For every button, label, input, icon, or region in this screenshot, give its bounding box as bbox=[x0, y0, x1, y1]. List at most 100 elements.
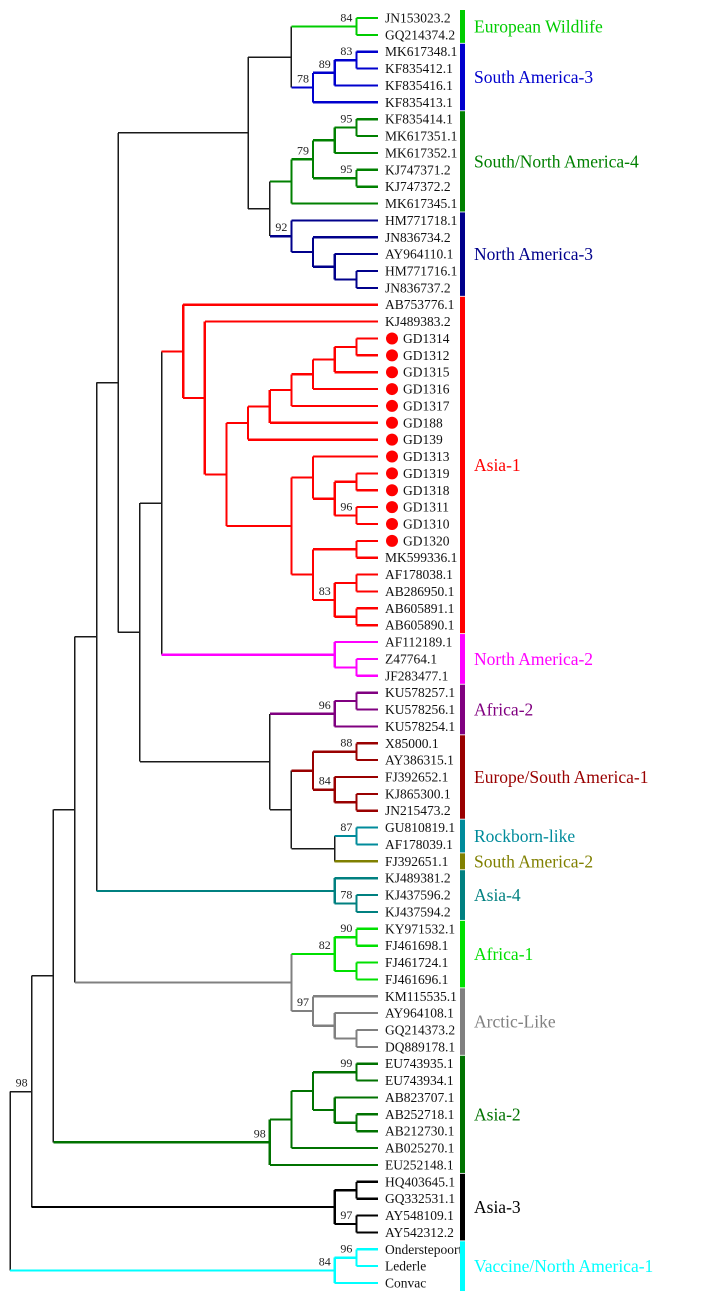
taxon-label: JN215473.2 bbox=[385, 803, 451, 818]
taxon-label: AB753776.1 bbox=[385, 297, 454, 312]
clade-label: Arctic-Like bbox=[474, 1012, 556, 1032]
bootstrap-value: 84 bbox=[319, 774, 331, 788]
taxon-label: GD188 bbox=[403, 415, 443, 430]
taxon-label: FJ461724.1 bbox=[385, 955, 448, 970]
taxon-label: KJ437594.2 bbox=[385, 904, 451, 919]
clade-label: South America-2 bbox=[474, 851, 593, 871]
clade-bar bbox=[460, 819, 465, 853]
bootstrap-value: 84 bbox=[319, 1254, 331, 1268]
taxon-label: FJ461696.1 bbox=[385, 972, 448, 987]
taxon-label: GD1316 bbox=[403, 382, 450, 397]
taxon-label: KF835412.1 bbox=[385, 61, 453, 76]
taxon-label: GQ332531.1 bbox=[385, 1191, 455, 1206]
taxon-label: KJ865300.1 bbox=[385, 786, 451, 801]
clade-bar bbox=[460, 43, 465, 111]
taxon-label: AF178038.1 bbox=[385, 567, 453, 582]
bootstrap-value: 82 bbox=[319, 938, 331, 952]
clade-label: South/North America-4 bbox=[474, 151, 639, 171]
clade-label: Asia-4 bbox=[474, 885, 521, 905]
taxon-label: KU578256.1 bbox=[385, 702, 455, 717]
bootstrap-value: 89 bbox=[319, 57, 331, 71]
clade-label: Asia-3 bbox=[474, 1197, 521, 1217]
clade-bar bbox=[460, 735, 465, 819]
taxon-label: GD1314 bbox=[403, 331, 450, 346]
taxon-label: GD1317 bbox=[403, 398, 450, 413]
strain-marker-dot bbox=[386, 484, 398, 497]
taxon-label: KU578257.1 bbox=[385, 685, 455, 700]
taxon-label: JN836734.2 bbox=[385, 230, 451, 245]
strain-marker-dot bbox=[386, 383, 398, 396]
clade-bar bbox=[460, 296, 465, 634]
clade-bar bbox=[460, 634, 465, 684]
bootstrap-value: 92 bbox=[275, 220, 287, 234]
taxon-label: GQ214373.2 bbox=[385, 1023, 455, 1038]
bootstrap-value: 97 bbox=[340, 1208, 352, 1222]
taxon-label: AB212730.1 bbox=[385, 1124, 454, 1139]
bootstrap-value: 98 bbox=[16, 1076, 28, 1090]
taxon-label: KF835413.1 bbox=[385, 95, 453, 110]
strain-marker-dot bbox=[386, 332, 398, 345]
strain-marker-dot bbox=[386, 534, 398, 547]
taxon-label: GD1310 bbox=[403, 517, 450, 532]
taxon-label: GD1319 bbox=[403, 466, 450, 481]
taxon-label: AY548109.1 bbox=[385, 1208, 454, 1223]
clade-bar bbox=[460, 111, 465, 212]
taxon-label: EU743935.1 bbox=[385, 1056, 454, 1071]
taxon-label: AB252718.1 bbox=[385, 1107, 454, 1122]
taxon-label: AB605891.1 bbox=[385, 601, 454, 616]
taxon-label: GD1313 bbox=[403, 449, 450, 464]
clade-label: Africa-1 bbox=[474, 944, 533, 964]
clade-label: Africa-2 bbox=[474, 700, 533, 720]
clade-label: European Wildlife bbox=[474, 16, 603, 36]
clade-bar bbox=[460, 212, 465, 296]
strain-marker-dot bbox=[386, 349, 398, 362]
clade-bar bbox=[460, 684, 465, 735]
clade-label: South America-3 bbox=[474, 67, 593, 87]
taxon-label: GD1311 bbox=[403, 500, 449, 515]
clade-label: Europe/South America-1 bbox=[474, 767, 648, 787]
taxon-label: KF835416.1 bbox=[385, 78, 453, 93]
bootstrap-value: 99 bbox=[340, 1056, 352, 1070]
strain-marker-dot bbox=[386, 433, 398, 446]
taxon-label: KY971532.1 bbox=[385, 921, 455, 936]
taxon-label: MK617348.1 bbox=[385, 44, 457, 59]
strain-marker-dot bbox=[386, 450, 398, 463]
clade-label: Asia-2 bbox=[474, 1104, 521, 1124]
taxon-label: GD1320 bbox=[403, 533, 450, 548]
bootstrap-value: 96 bbox=[340, 1242, 352, 1256]
taxon-label: X85000.1 bbox=[385, 736, 439, 751]
taxon-label: FJ392652.1 bbox=[385, 770, 448, 785]
bootstrap-value: 83 bbox=[319, 584, 331, 598]
taxon-label: Onderstepoort bbox=[385, 1242, 462, 1257]
clade-label: Vaccine/North America-1 bbox=[474, 1256, 653, 1276]
taxon-label: MK617352.1 bbox=[385, 145, 457, 160]
strain-marker-dot bbox=[386, 399, 398, 412]
taxon-label: AF178039.1 bbox=[385, 837, 453, 852]
clade-bar bbox=[460, 870, 465, 920]
taxon-label: KF835414.1 bbox=[385, 112, 453, 127]
strain-marker-dot bbox=[386, 416, 398, 429]
bootstrap-value: 98 bbox=[254, 1126, 266, 1140]
taxon-label: AY964110.1 bbox=[385, 247, 453, 262]
taxon-label: JN153023.2 bbox=[385, 11, 451, 26]
strain-marker-dot bbox=[386, 501, 398, 514]
taxon-label: AB823707.1 bbox=[385, 1090, 454, 1105]
clade-bar bbox=[460, 853, 465, 870]
taxon-label: GQ214374.2 bbox=[385, 27, 455, 42]
bootstrap-value: 97 bbox=[297, 995, 309, 1009]
taxon-label: KJ747371.2 bbox=[385, 162, 451, 177]
clade-bar bbox=[460, 920, 465, 988]
taxon-label: KM115535.1 bbox=[385, 989, 457, 1004]
taxon-label: KU578254.1 bbox=[385, 719, 455, 734]
taxon-label: Z47764.1 bbox=[385, 651, 437, 666]
taxon-label: GD1315 bbox=[403, 365, 450, 380]
taxon-label: MK617345.1 bbox=[385, 196, 457, 211]
taxon-label: AY964108.1 bbox=[385, 1006, 454, 1021]
bootstrap-value: 83 bbox=[340, 44, 352, 58]
taxon-label: AB025270.1 bbox=[385, 1141, 454, 1156]
taxon-label: JF283477.1 bbox=[385, 668, 448, 683]
taxon-label: HM771718.1 bbox=[385, 213, 457, 228]
bootstrap-value: 96 bbox=[319, 698, 331, 712]
